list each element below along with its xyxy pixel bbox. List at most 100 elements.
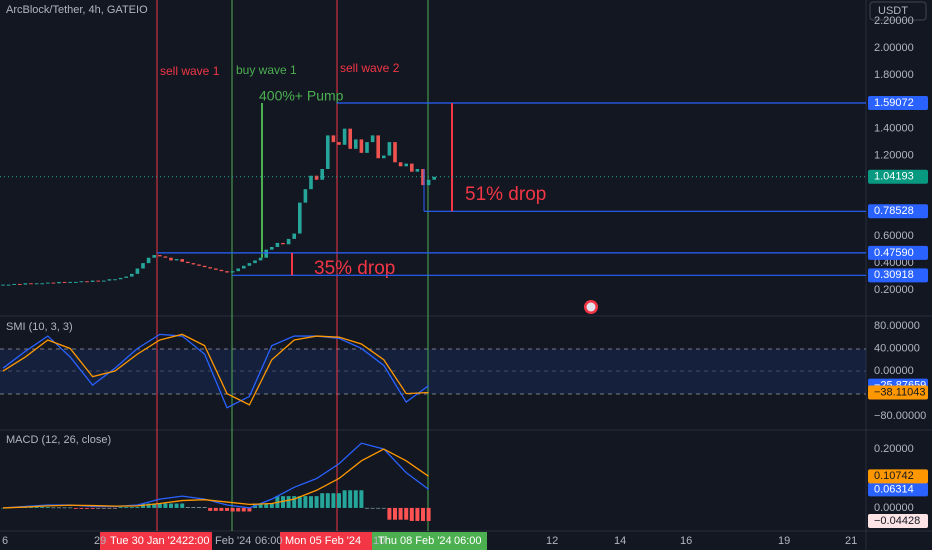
histogram-bar: [185, 507, 190, 508]
histogram-bar: [269, 503, 274, 508]
candle: [124, 276, 128, 278]
candle: [174, 259, 179, 261]
candle: [298, 202, 302, 234]
candle: [415, 168, 420, 172]
histogram-bar: [303, 496, 308, 508]
annotation: 35% drop: [314, 258, 395, 279]
histogram-bar: [113, 507, 117, 509]
candle: [197, 264, 201, 266]
candle: [191, 263, 196, 265]
level-label-box: [868, 96, 928, 111]
indicator-tick-label: 0.00000: [874, 365, 914, 377]
candle: [309, 175, 313, 190]
candle: [51, 282, 56, 284]
histogram-bar: [225, 507, 229, 511]
time-label: Feb '24: [215, 535, 251, 547]
histogram-bar: [135, 507, 140, 508]
currency-label[interactable]: USDT: [878, 5, 908, 17]
time-label: 19: [778, 535, 790, 547]
histogram-bar: [292, 496, 297, 508]
annotation: sell wave 2: [340, 61, 400, 75]
candle: [146, 257, 151, 264]
candle: [247, 263, 252, 266]
histogram-bar: [34, 507, 39, 508]
histogram-bar: [107, 507, 112, 509]
candle: [404, 163, 408, 167]
indicator-tick-label: 0.20000: [874, 443, 914, 455]
candle: [34, 283, 39, 285]
histogram-bar: [404, 507, 409, 520]
histogram-bar: [213, 507, 218, 511]
histogram-bar: [314, 496, 319, 508]
value-label: 0.10742: [874, 470, 914, 482]
histogram-bar: [286, 496, 291, 508]
indicator-tick-label: 40.00000: [874, 342, 920, 354]
value-label: −38.11043: [874, 386, 926, 398]
histogram-bar: [208, 507, 213, 511]
candle: [331, 135, 336, 143]
candle: [337, 142, 341, 145]
time-label: Mon 05 Feb '24: [285, 535, 361, 547]
candle: [130, 273, 134, 277]
candle: [214, 268, 218, 270]
level-label-box: [868, 268, 928, 283]
candle: [23, 283, 28, 285]
histogram-bar: [331, 493, 336, 508]
candle: [57, 281, 61, 284]
histogram-bar: [157, 503, 162, 508]
candle: [421, 168, 425, 186]
histogram-bar: [197, 507, 201, 508]
histogram-bar: [353, 490, 358, 508]
candle: [208, 267, 212, 269]
flag-icon[interactable]: [584, 300, 598, 314]
histogram-bar: [415, 507, 420, 521]
histogram-bar: [342, 490, 347, 508]
histogram-bar: [236, 507, 241, 512]
candle: [393, 142, 397, 163]
indicator-title: SMI (10, 3, 3): [6, 321, 73, 333]
candle: [320, 168, 324, 180]
histogram-bar: [219, 507, 224, 511]
histogram-bar: [258, 503, 263, 508]
value-label: 0.06314: [874, 483, 914, 495]
histogram-bar: [146, 503, 151, 508]
histogram-bar: [359, 490, 364, 508]
candle: [1, 284, 5, 286]
candle: [12, 283, 16, 285]
candle: [74, 281, 78, 283]
histogram-bar: [90, 507, 95, 509]
histogram-bar: [337, 493, 341, 508]
candle: [85, 281, 89, 283]
indicator-line: [2, 333, 429, 409]
candle: [370, 135, 375, 143]
histogram-bar: [73, 507, 78, 509]
histogram-bar: [118, 507, 123, 508]
candle: [376, 135, 380, 159]
value-box: [868, 482, 928, 497]
currency-button[interactable]: [869, 1, 927, 21]
indicator-tick-label: 80.00000: [874, 320, 920, 332]
annotation: buy wave 1: [236, 63, 297, 77]
histogram-bar: [387, 507, 392, 520]
price-tick-label: 1.20000: [874, 149, 914, 161]
flag-icon-inner[interactable]: [586, 302, 596, 312]
histogram-bar: [129, 507, 134, 508]
candle: [180, 259, 184, 262]
last-price-label: 1.04193: [874, 171, 914, 183]
candle: [275, 242, 280, 247]
histogram-bar: [68, 507, 73, 509]
value-box: [868, 469, 928, 484]
histogram-bar: [101, 507, 106, 509]
candle: [286, 238, 291, 245]
histogram-bar: [62, 507, 67, 509]
candle: [314, 175, 319, 180]
histogram-bar: [51, 507, 56, 509]
last-price-box: [868, 169, 928, 184]
time-label: 16: [680, 535, 692, 547]
histogram-bar: [297, 496, 302, 508]
histogram-bar: [426, 507, 431, 521]
symbol-title: ArcBlock/Tether, 4h, GATEIO: [6, 4, 148, 16]
time-label: 12: [546, 535, 558, 547]
histogram-bar: [124, 507, 129, 508]
